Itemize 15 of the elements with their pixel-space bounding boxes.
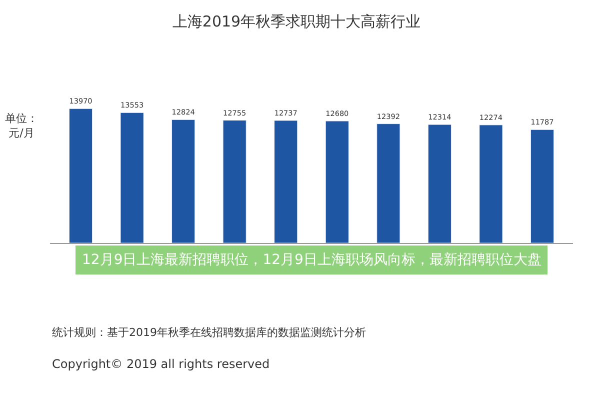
bar <box>325 120 349 243</box>
bar <box>222 120 246 243</box>
text: Copyright© 2019 all rights reserved <box>52 357 270 371</box>
bar <box>68 108 93 243</box>
bar <box>172 119 196 243</box>
text: 12月9日上海最新招聘职位，12月9日上海职场风向标，最新招聘职位大盘 <box>82 252 542 268</box>
bar <box>530 129 554 243</box>
y-axis-title: 单位：元/月 <box>5 112 38 140</box>
bar <box>428 124 452 243</box>
bar <box>376 124 400 243</box>
bar <box>479 124 503 243</box>
chart-title: 上海2019年秋季求职期十大高薪行业 <box>172 12 421 30</box>
bar <box>120 112 144 243</box>
bar <box>274 120 298 243</box>
text: 统计规则：基于2019年秋季在线招聘数据库的数据监测统计分析 <box>52 326 366 339</box>
